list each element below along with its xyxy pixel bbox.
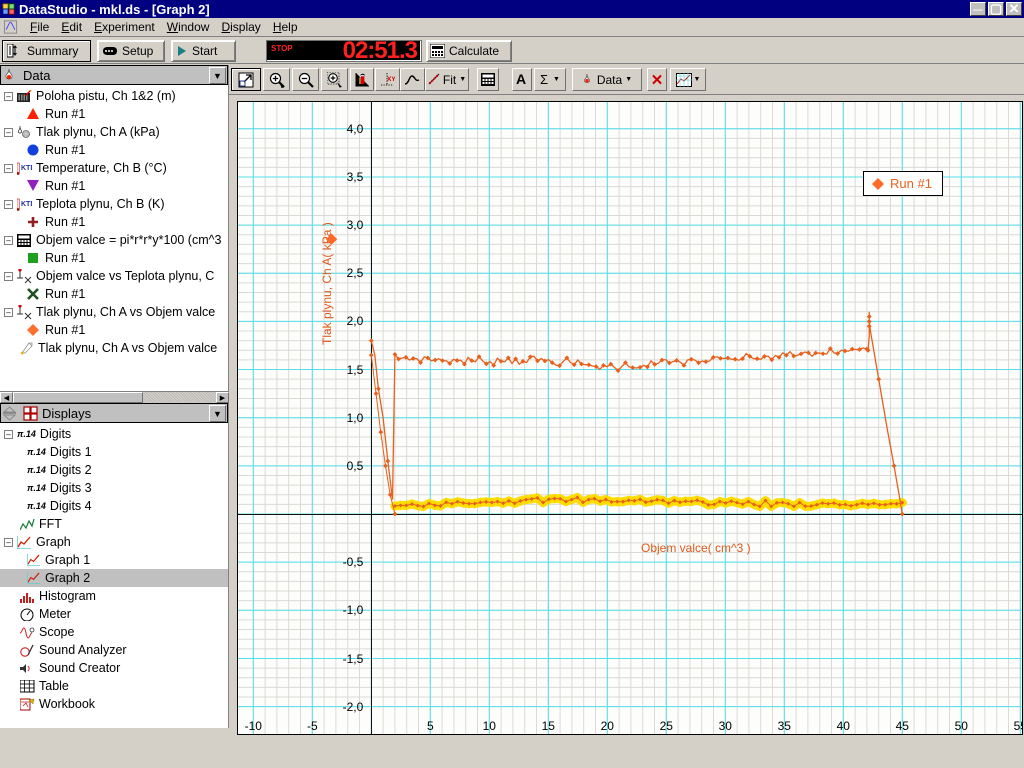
svg-text:Σ: Σ: [540, 73, 548, 86]
svg-text:XY: XY: [387, 76, 395, 83]
svg-text:A: A: [516, 72, 526, 87]
svg-text:KTD: KTD: [21, 201, 32, 208]
svg-text:KTD: KTD: [21, 165, 32, 172]
